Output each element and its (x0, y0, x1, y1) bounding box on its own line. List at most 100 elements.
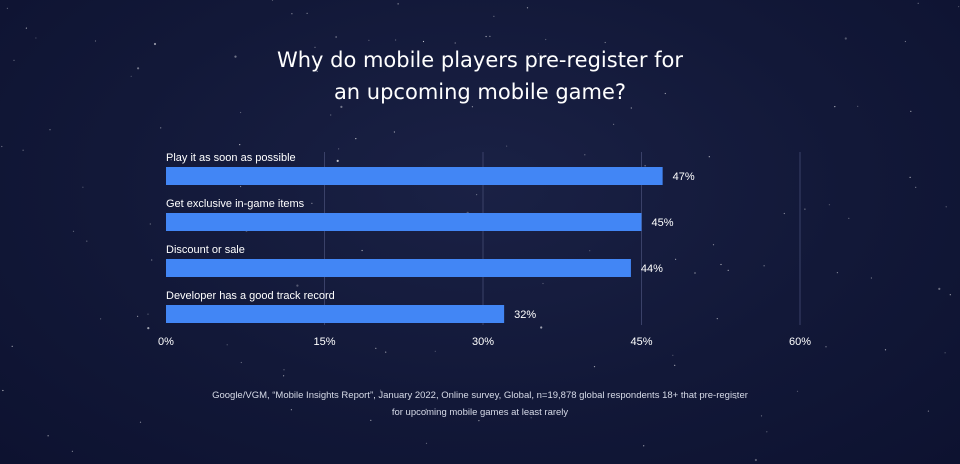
star-dot (917, 2, 919, 4)
star-dot (493, 15, 495, 17)
star-dot (527, 311, 529, 313)
data-label: 44% (641, 263, 663, 275)
star-dot (783, 212, 785, 215)
x-tick-label: 0% (158, 336, 174, 348)
star-dot (47, 435, 49, 437)
star-dot (485, 35, 487, 38)
star-dot (530, 417, 532, 419)
star-dot (526, 7, 529, 9)
star-dot (100, 318, 102, 320)
x-tick-label: 15% (313, 336, 335, 348)
star-dot (395, 39, 397, 41)
star-dot (694, 272, 696, 274)
star-dot (336, 159, 339, 162)
star-dot (234, 55, 237, 58)
star-dot (316, 70, 318, 72)
star-dot (82, 186, 84, 188)
star-dot (379, 389, 382, 391)
star-dot (139, 421, 142, 423)
star-dot (425, 408, 427, 410)
star-dot (311, 202, 313, 204)
star-dot (604, 41, 606, 44)
star-dot (915, 186, 917, 188)
x-tick-label: 45% (630, 336, 652, 348)
star-dot (267, 159, 269, 161)
star-dot (240, 361, 242, 364)
x-tick-label: 60% (789, 336, 811, 348)
bar (166, 167, 663, 185)
data-label: 45% (652, 217, 674, 229)
star-dot (735, 397, 737, 399)
star-dot (672, 354, 674, 356)
star-dot (385, 351, 387, 353)
star-dot (904, 40, 907, 43)
star-dot (644, 165, 646, 167)
star-dot (712, 244, 715, 246)
star-dot (271, 0, 274, 1)
star-dot (6, 7, 8, 9)
star-dot (561, 60, 563, 62)
star-dot (848, 217, 850, 219)
star-dot (593, 366, 596, 368)
star-dot (766, 431, 768, 433)
star-dot (471, 106, 473, 108)
star-dot (160, 127, 162, 129)
star-dot (698, 394, 700, 396)
star-dot (306, 12, 308, 14)
star-dot (476, 194, 478, 196)
star-dot (870, 277, 873, 279)
star-dot (944, 352, 946, 354)
data-label: 32% (514, 309, 536, 321)
star-dot (584, 154, 586, 156)
star-dot (71, 450, 73, 452)
star-dot (137, 67, 140, 70)
star-dot (727, 269, 729, 271)
star-dot (240, 185, 242, 188)
star-dot (716, 318, 718, 320)
star-dot (330, 114, 332, 116)
star-dot (643, 445, 645, 447)
star-dot (804, 208, 806, 210)
star-dot (13, 59, 15, 61)
star-dot (404, 55, 406, 57)
star-dot (283, 375, 285, 377)
star-dot (834, 106, 836, 108)
star-dot (393, 131, 395, 133)
star-dot (355, 138, 357, 140)
category-label: Get exclusive in-game items (166, 198, 305, 210)
star-dot (857, 105, 859, 107)
category-label: Developer has a good track record (166, 290, 335, 302)
star-dot (361, 249, 363, 252)
x-tick-label: 30% (472, 336, 494, 348)
star-dot (296, 284, 299, 287)
star-dot (214, 208, 216, 210)
star-dot (938, 287, 941, 290)
star-dot (130, 75, 132, 77)
star-dot (540, 326, 543, 329)
bar (166, 305, 505, 323)
star-dot (664, 92, 666, 95)
star-dot (153, 42, 157, 46)
bar (166, 259, 631, 277)
star-dot (291, 13, 293, 15)
star-dot (239, 144, 241, 146)
star-dot (796, 390, 799, 392)
star-dot (958, 6, 960, 8)
star-dot (290, 409, 292, 411)
star-dot (25, 27, 27, 29)
star-dot (147, 327, 150, 330)
star-dot (86, 240, 88, 242)
star-dot (910, 110, 912, 112)
star-dot (949, 294, 951, 296)
category-label: Discount or sale (166, 244, 245, 256)
star-dot (335, 36, 337, 38)
star-dot (760, 415, 763, 417)
star-dot (11, 345, 13, 347)
star-dot (630, 107, 632, 109)
star-dot (763, 265, 765, 267)
star-dot (425, 442, 428, 444)
star-dot (506, 145, 508, 147)
star-dot (613, 123, 615, 125)
chart-title-line-2: an upcoming mobile game? (333, 80, 627, 104)
